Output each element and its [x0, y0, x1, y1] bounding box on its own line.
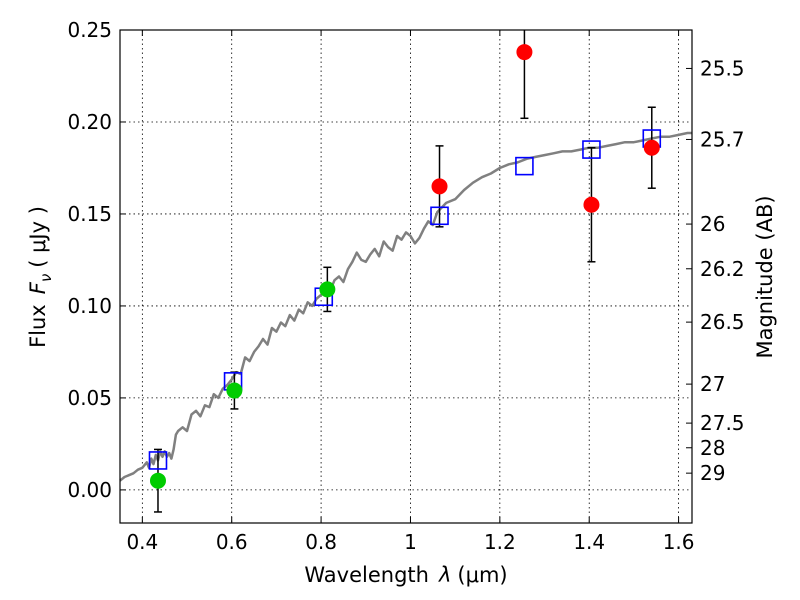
- flux-data-point: [149, 472, 166, 489]
- x-axis-label: Wavelength λ (μm): [304, 563, 507, 587]
- flux-data-point: [226, 382, 243, 399]
- y-tick-label: 0.15: [67, 202, 112, 226]
- sed-model-line: [119, 131, 692, 482]
- model-photometry-squares: [148, 129, 662, 470]
- flux-data-point: [516, 44, 533, 61]
- y-tick-label: 0.10: [67, 294, 112, 318]
- magnitude-tick-label: 29: [700, 461, 725, 485]
- model-photometry-square: [515, 156, 534, 176]
- y-tick-label: 0.25: [67, 18, 112, 42]
- magnitude-tick-label: 26: [700, 212, 725, 236]
- error-bars: [153, 30, 656, 513]
- flux-data-point: [643, 139, 660, 156]
- y-tick-label: 0.20: [67, 110, 112, 134]
- magnitude-tick-label: 26.5: [700, 310, 745, 334]
- x-tick-label: 1.2: [484, 530, 516, 554]
- grid-lines: [120, 29, 692, 523]
- flux-data-point: [319, 281, 336, 298]
- x-tick-label: 1.6: [663, 530, 695, 554]
- y-tick-label: 0.05: [67, 386, 112, 410]
- x-tick-label: 0.8: [305, 530, 337, 554]
- model-photometry-square: [430, 206, 449, 226]
- magnitude-tick-label: 27.5: [700, 411, 745, 435]
- model-photometry-square: [148, 451, 168, 470]
- x-tick-label: 0.6: [216, 530, 248, 554]
- magnitude-tick-label: 27: [700, 372, 725, 396]
- x-tick-label: 0.4: [126, 530, 158, 554]
- y-tick-label: 0.00: [67, 478, 112, 502]
- axis-ticks: 0.4 0.6 0.8 1 1.2 1.4 1.6 0.00 0.05 0.10 0.15 0.20 0…: [67, 18, 744, 554]
- observed-points: [149, 44, 660, 489]
- magnitude-tick-label: 25.7: [700, 127, 745, 151]
- right-axis-label: Magnitude (AB): [753, 195, 777, 358]
- x-tick-label: 1.4: [573, 530, 605, 554]
- model-photometry-square: [582, 140, 601, 159]
- magnitude-tick-label: 28: [700, 436, 725, 460]
- flux-data-point: [583, 196, 600, 213]
- plot-frame: [119, 29, 693, 524]
- magnitude-tick-label: 25.5: [700, 56, 745, 80]
- x-tick-label: 1: [404, 530, 417, 554]
- magnitude-tick-label: 26.2: [700, 257, 745, 281]
- sed-line-layer: [119, 131, 692, 482]
- y-axis-label: FluxFν( μJy ): [26, 206, 55, 348]
- flux-data-point: [431, 178, 448, 195]
